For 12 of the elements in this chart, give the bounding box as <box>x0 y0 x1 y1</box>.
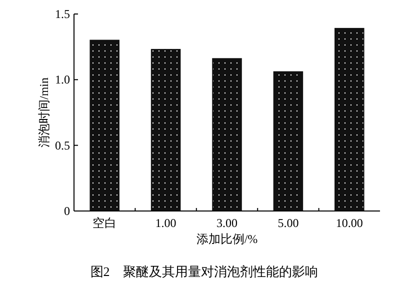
y-tick-label: 0 <box>64 204 70 218</box>
y-axis-title: 消泡时间/min <box>37 77 51 148</box>
x-tick-label: 1.00 <box>155 216 176 230</box>
x-axis-title: 添加比例/% <box>196 232 258 246</box>
x-tick-label: 10.00 <box>336 216 363 230</box>
text: 图2 聚醚及其用量对消泡剂性能的影响 <box>90 264 318 279</box>
y-tick-label: 0.5 <box>55 138 70 152</box>
x-tick-label: 5.00 <box>278 216 299 230</box>
x-tick-label: 3.00 <box>216 216 238 230</box>
y-tick-label: 1.0 <box>55 72 70 87</box>
x-tick-label: 空白 <box>92 216 117 230</box>
y-tick-label: 1.5 <box>55 7 70 21</box>
